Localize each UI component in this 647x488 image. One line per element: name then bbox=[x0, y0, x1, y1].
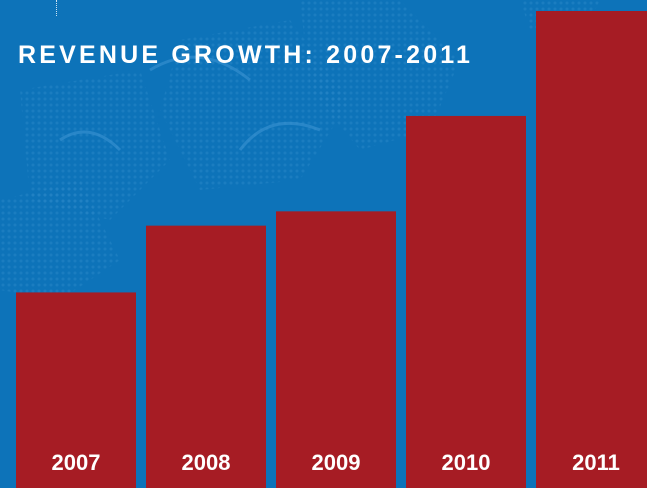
category-label-2008: 2008 bbox=[182, 450, 231, 475]
bar-2011 bbox=[536, 11, 647, 488]
category-label-2011: 2011 bbox=[572, 450, 620, 475]
category-label-2009: 2009 bbox=[312, 450, 361, 475]
bar-2007 bbox=[16, 292, 136, 488]
dotted-guide-mark bbox=[56, 0, 57, 16]
bar-2010 bbox=[406, 115, 526, 488]
bar-2008 bbox=[146, 225, 266, 488]
chart-title: REVENUE GROWTH: 2007-2011 bbox=[18, 41, 474, 69]
category-label-2010: 2010 bbox=[442, 450, 491, 475]
background-light-streaks bbox=[59, 55, 321, 152]
bar-2009 bbox=[276, 211, 396, 488]
category-label-2007: 2007 bbox=[52, 450, 101, 475]
